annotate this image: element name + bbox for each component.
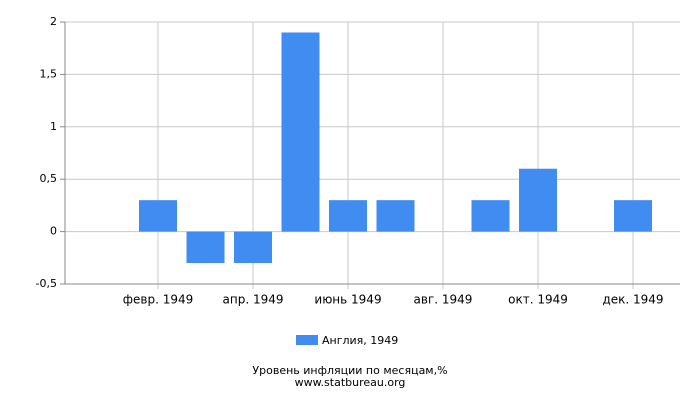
chart-title: Уровень инфляции по месяцам,% [252, 364, 447, 377]
bar [281, 32, 320, 232]
bar [519, 168, 557, 232]
bar [186, 231, 225, 264]
y-tick-label: 0 [50, 225, 57, 238]
x-tick-label: апр. 1949 [223, 293, 284, 307]
x-tick-label: июнь 1949 [314, 293, 381, 307]
y-tick-label: 1 [50, 120, 57, 133]
bar [471, 200, 510, 232]
y-tick-label: -0,5 [36, 277, 57, 290]
source: www.statbureau.org [295, 376, 406, 389]
x-tick-label: авг. 1949 [414, 293, 473, 307]
bar [614, 200, 652, 232]
bar [329, 200, 367, 232]
legend-swatch [296, 335, 318, 345]
x-tick-label: окт. 1949 [508, 293, 568, 307]
y-tick-label: 2 [50, 15, 57, 28]
bar [234, 231, 272, 264]
x-tick-label: дек. 1949 [602, 293, 663, 307]
bar [139, 200, 177, 232]
x-tick-label: февр. 1949 [123, 293, 194, 307]
legend-label: Англия, 1949 [322, 334, 398, 347]
y-tick-label: 1,5 [40, 67, 58, 80]
y-tick-label: 0,5 [40, 172, 58, 185]
bar [376, 200, 415, 232]
